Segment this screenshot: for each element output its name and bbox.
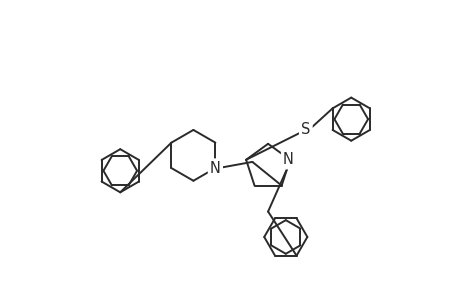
Text: N: N (282, 152, 293, 167)
Text: S: S (301, 122, 310, 137)
Text: N: N (209, 160, 220, 175)
